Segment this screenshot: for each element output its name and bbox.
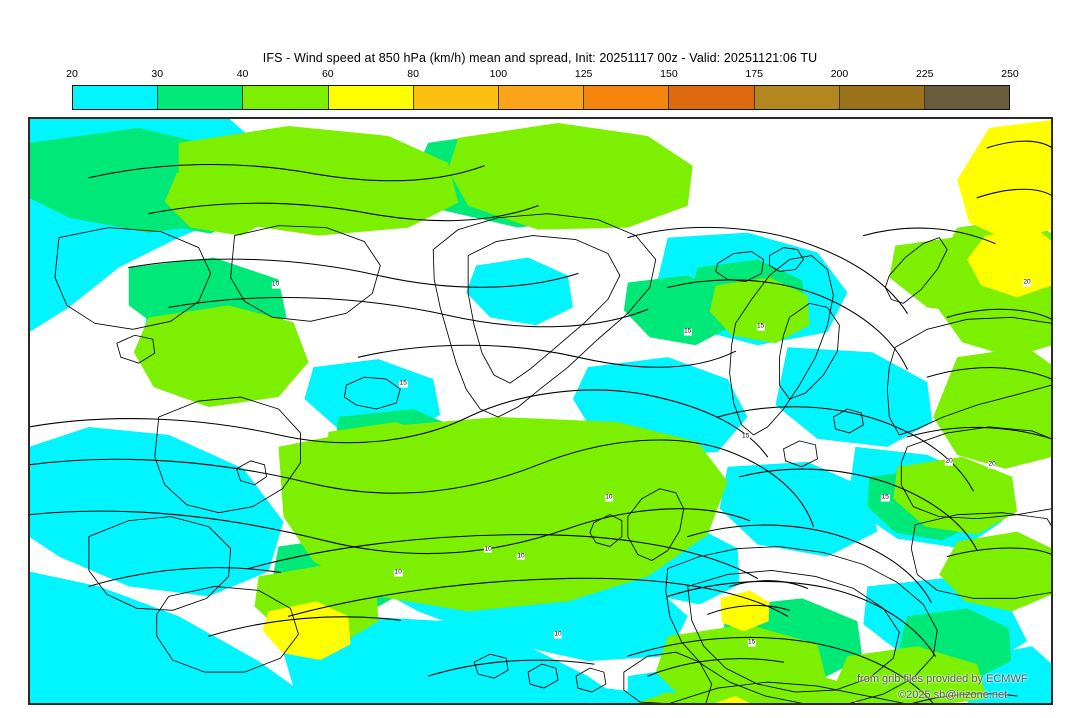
colorbar-tick-125: 125 [574,68,593,80]
colorbar-segment-150-175 [669,86,755,109]
colorbar-tick-100: 100 [489,68,508,80]
spread-contour-layer [29,140,1052,704]
contour-label: 15 [683,327,692,336]
colorbar-segment-20-30 [73,86,159,109]
map-canvas [29,118,1052,704]
colorbar-segment-225-250 [924,86,1010,109]
band-60-80 [262,119,1052,704]
weather-map[interactable]: 10101010101015151515151515202020 [28,117,1053,705]
contour-label: 10 [553,630,563,639]
colorbar-tick-250: 250 [1001,68,1019,80]
colorbar-tick-30: 30 [151,68,164,80]
colorbar-tick-175: 175 [745,68,763,80]
coastline-layer [54,213,1052,704]
colorbar-tick-200: 200 [830,68,849,80]
contour-label: 15 [741,432,750,441]
colorbar-segment-175-200 [754,86,840,109]
contour-label: 20 [1022,279,1032,287]
contour-label: 15 [881,493,890,502]
colorbar: 20 30 40 60 80 100 125 150 175 200 225 250 [66,68,1019,112]
colorbar-segment-100-125 [498,86,585,109]
windspeed-fill-layer [29,118,1052,704]
contour-label: 20 [945,457,954,466]
colorbar-tick-20: 20 [66,68,78,80]
copyright-credit: ©2025 sb@irizone.net [898,689,1008,701]
contour-label: 10 [483,545,493,553]
contour-label: 20 [987,460,997,469]
colorbar-segment-80-100 [413,86,499,109]
colorbar-tick-labels: 20 30 40 60 80 100 125 150 175 200 225 250 [66,68,1019,84]
colorbar-tick-150: 150 [660,68,678,80]
contour-label: 10 [604,493,613,502]
data-source-credit: from grib files provided by ECMWF [857,673,1028,685]
contour-label: 15 [399,379,408,388]
contour-label: 10 [516,552,526,560]
colorbar-tick-80: 80 [407,68,419,80]
contour-label: 15 [747,638,756,647]
colorbar-tick-225: 225 [915,68,934,80]
contour-label: 10 [271,281,280,289]
chart-title: IFS - Wind speed at 850 hPa (km/h) mean … [262,51,818,65]
contour-label: 10 [394,569,403,577]
colorbar-segment-200-225 [839,86,925,109]
colorbar-segment-60-80 [328,86,414,109]
colorbar-tick-40: 40 [236,68,249,80]
colorbar-segment-125-150 [584,86,670,109]
colorbar-segment-40-60 [243,86,329,109]
map-frame [29,118,1052,704]
contour-label: 15 [756,322,765,331]
colorbar-segment-30-40 [158,86,244,109]
colorbar-tick-60: 60 [321,68,334,80]
colorbar-segments [72,85,1010,110]
